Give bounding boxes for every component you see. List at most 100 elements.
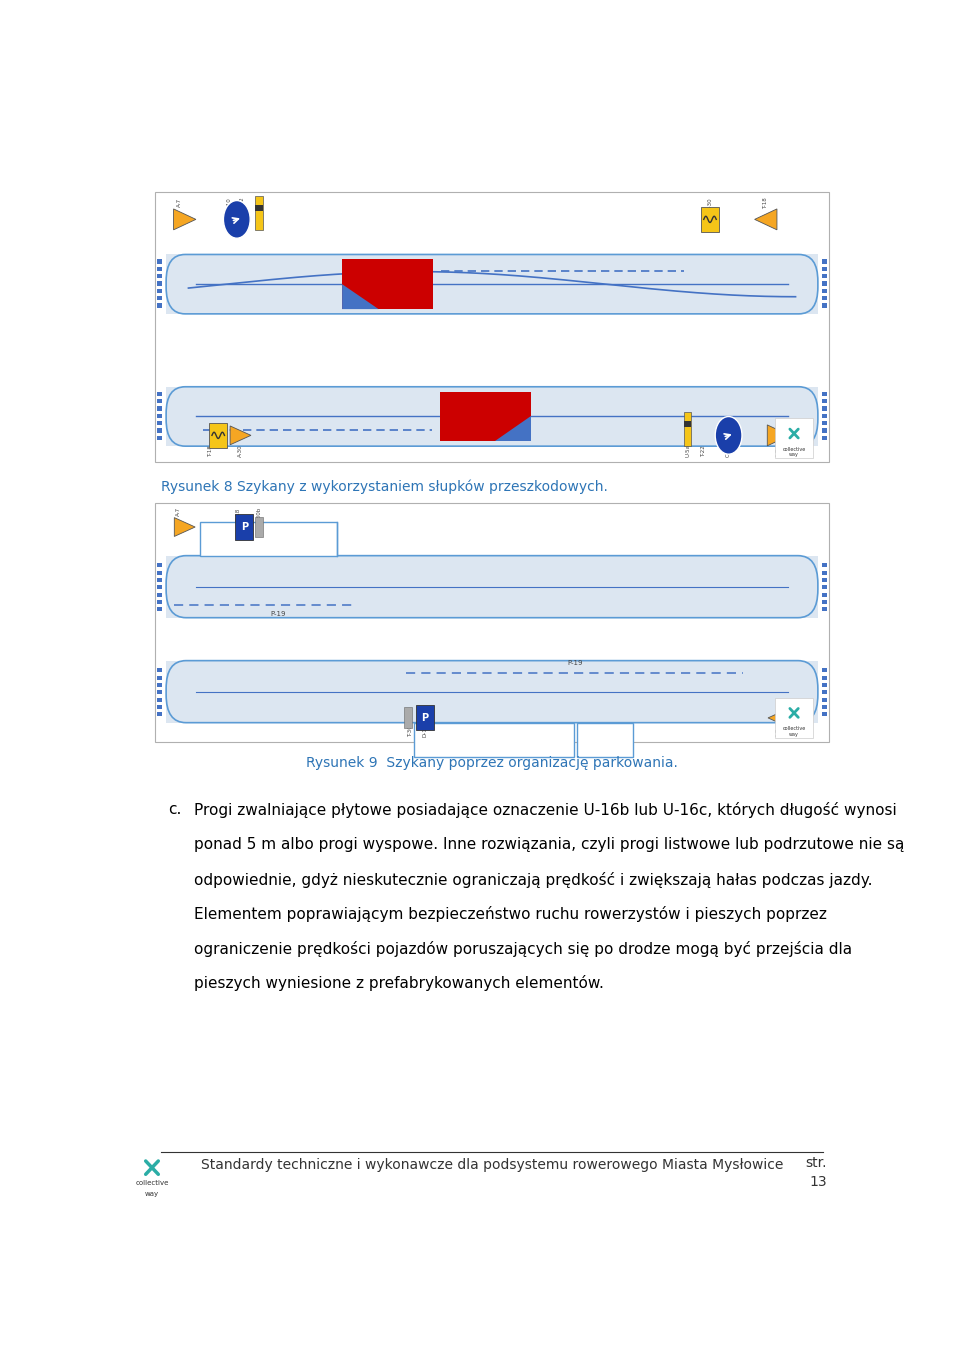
Bar <box>157 436 161 440</box>
Polygon shape <box>174 209 196 230</box>
Bar <box>157 712 161 716</box>
Bar <box>157 571 161 575</box>
Bar <box>209 423 228 448</box>
Text: odpowiednie, gdyż nieskutecznie ograniczają prędkość i zwiększają hałas podczas : odpowiednie, gdyż nieskutecznie ogranicz… <box>194 871 873 887</box>
Bar <box>823 400 827 404</box>
Bar <box>157 260 161 264</box>
Bar <box>823 421 827 425</box>
Text: 13: 13 <box>809 1176 827 1189</box>
Bar <box>157 428 161 432</box>
Bar <box>823 281 827 285</box>
Text: way: way <box>145 1190 159 1197</box>
Text: Rysunek 8 Szykany z wykorzystaniem słupków przeszkodowych.: Rysunek 8 Szykany z wykorzystaniem słupk… <box>161 480 608 493</box>
Text: U-5a: U-5a <box>685 444 690 457</box>
Bar <box>823 586 827 590</box>
Polygon shape <box>767 425 789 446</box>
Polygon shape <box>230 425 251 444</box>
Bar <box>823 428 827 432</box>
Text: T-18: T-18 <box>763 197 768 209</box>
Bar <box>157 275 161 279</box>
Bar <box>235 515 253 540</box>
Bar <box>157 288 161 294</box>
Text: P-19: P-19 <box>567 659 583 666</box>
Bar <box>157 421 161 425</box>
Text: Progi zwalniające płytowe posiadające oznaczenie U-16b lub U-16c, których długoś: Progi zwalniające płytowe posiadające oz… <box>194 802 898 818</box>
Bar <box>157 705 161 709</box>
Text: Elementem poprawiającym bezpieczeństwo ruchu rowerzystów i pieszych poprzez: Elementem poprawiającym bezpieczeństwo r… <box>194 906 828 921</box>
Bar <box>166 387 818 446</box>
Bar <box>157 413 161 419</box>
Bar <box>823 684 827 688</box>
Bar <box>155 193 829 462</box>
Bar <box>823 563 827 568</box>
Bar <box>684 421 691 428</box>
Text: A-30: A-30 <box>238 444 243 457</box>
Bar <box>823 275 827 279</box>
Bar <box>823 260 827 264</box>
Polygon shape <box>175 518 195 537</box>
Bar <box>255 196 263 230</box>
FancyBboxPatch shape <box>166 254 818 314</box>
Bar <box>776 419 813 458</box>
Bar <box>157 599 161 605</box>
Text: D-18: D-18 <box>422 723 427 737</box>
Bar <box>157 391 161 395</box>
Text: ponad 5 m albo progi wyspowe. Inne rozwiązania, czyli progi listwowe lub podrzut: ponad 5 m albo progi wyspowe. Inne rozwi… <box>194 837 904 852</box>
Text: C-10: C-10 <box>227 197 232 211</box>
Bar <box>578 723 634 757</box>
Bar <box>157 586 161 590</box>
Bar <box>823 697 827 701</box>
Text: collective: collective <box>782 447 805 453</box>
Text: A-7: A-7 <box>776 727 780 737</box>
Text: Rysunek 9  Szykany poprzez organizację parkowania.: Rysunek 9 Szykany poprzez organizację pa… <box>306 757 678 771</box>
Bar <box>342 260 433 308</box>
Bar <box>157 607 161 612</box>
Bar <box>404 708 412 728</box>
Text: A-7: A-7 <box>177 197 182 207</box>
Text: P: P <box>241 522 248 531</box>
Text: A-7: A-7 <box>177 507 181 516</box>
Text: U-5a: U-5a <box>256 197 262 211</box>
Bar <box>823 607 827 612</box>
Bar <box>157 296 161 300</box>
Text: T-22: T-22 <box>240 197 245 209</box>
Polygon shape <box>768 708 789 727</box>
Bar <box>823 712 827 716</box>
Bar <box>823 288 827 294</box>
Bar <box>823 571 827 575</box>
Text: D-18: D-18 <box>235 507 240 520</box>
FancyBboxPatch shape <box>166 556 818 618</box>
Bar <box>157 675 161 680</box>
Bar <box>166 660 818 723</box>
Text: T-30b: T-30b <box>256 507 262 523</box>
Bar <box>157 578 161 582</box>
Text: c.: c. <box>168 802 181 818</box>
Text: collective: collective <box>782 726 805 731</box>
Polygon shape <box>342 284 378 308</box>
Polygon shape <box>755 209 777 230</box>
Bar <box>823 669 827 673</box>
Bar <box>823 599 827 605</box>
Bar <box>157 697 161 701</box>
Bar <box>166 556 818 618</box>
Bar <box>823 296 827 300</box>
Bar <box>157 281 161 285</box>
Bar <box>255 516 263 538</box>
Bar <box>157 669 161 673</box>
FancyBboxPatch shape <box>166 660 818 723</box>
Text: P-19: P-19 <box>270 610 285 617</box>
Text: P: P <box>421 713 428 723</box>
Bar <box>155 503 829 742</box>
Bar <box>414 723 574 757</box>
Text: ograniczenie prędkości pojazdów poruszających się po drodze mogą być przejścia d: ograniczenie prędkości pojazdów poruszaj… <box>194 940 852 957</box>
Bar <box>157 593 161 597</box>
Bar <box>157 400 161 404</box>
Bar <box>157 684 161 688</box>
Text: collective: collective <box>135 1181 169 1186</box>
Text: T-18: T-18 <box>208 446 213 457</box>
FancyBboxPatch shape <box>166 387 818 446</box>
Text: str.: str. <box>805 1157 827 1170</box>
Bar <box>823 413 827 419</box>
Bar <box>157 563 161 568</box>
Bar <box>684 412 691 446</box>
